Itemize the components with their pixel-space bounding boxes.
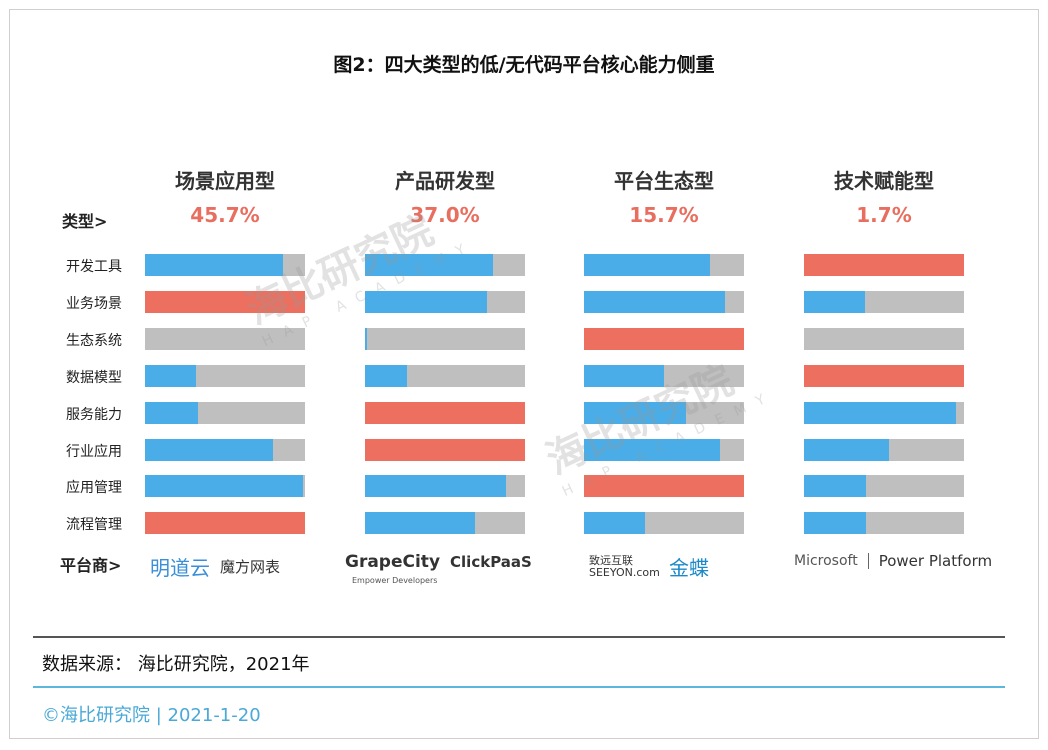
bar-track	[584, 254, 744, 276]
bar-fill	[365, 365, 407, 387]
bar-track	[584, 439, 744, 461]
bar-track	[145, 512, 305, 534]
bar-fill	[145, 439, 273, 461]
bar-fill	[584, 254, 711, 276]
bar-track	[804, 254, 964, 276]
row-label: 开发工具	[66, 259, 122, 275]
provider-logo: GrapeCity	[345, 552, 441, 572]
frame	[9, 9, 1039, 739]
divider-blue	[33, 686, 1005, 688]
provider-logo: Microsoft	[794, 553, 869, 569]
bar-track	[365, 512, 525, 534]
bar-fill	[584, 512, 645, 534]
bar-track	[365, 475, 525, 497]
bar-track	[365, 439, 525, 461]
provider-logo: 明道云	[150, 556, 210, 580]
bar-fill	[365, 475, 506, 497]
bar-track	[804, 328, 964, 350]
share-label: 15.7%	[629, 203, 699, 227]
bar-track	[584, 475, 744, 497]
bar-fill	[145, 512, 305, 534]
bar-fill	[584, 328, 744, 350]
row-label: 业务场景	[66, 296, 122, 312]
bar-fill	[804, 365, 964, 387]
share-label: 1.7%	[856, 203, 912, 227]
column-header: 场景应用型	[175, 169, 275, 193]
bar-fill	[145, 254, 283, 276]
row-label: 数据模型	[66, 370, 122, 386]
bar-fill	[145, 402, 198, 424]
bar-fill	[145, 291, 305, 313]
type-label: 类型>	[62, 212, 108, 231]
share-label: 45.7%	[190, 203, 260, 227]
bar-fill	[804, 512, 867, 534]
bar-track	[145, 328, 305, 350]
bar-track	[804, 402, 964, 424]
bar-fill	[145, 365, 197, 387]
bar-fill	[584, 402, 687, 424]
grapecity-tagline: Empower Developers	[352, 576, 438, 585]
bar-track	[365, 291, 525, 313]
column-header: 产品研发型	[395, 169, 495, 193]
bar-track	[804, 439, 964, 461]
provider-logo: 致远互联 SEEYON.com	[589, 553, 660, 579]
source-text: 数据来源： 海比研究院，2021年	[42, 654, 310, 675]
bar-track	[365, 402, 525, 424]
bar-track	[804, 291, 964, 313]
bar-fill	[365, 328, 367, 350]
bar-fill	[365, 402, 525, 424]
column-header: 平台生态型	[614, 169, 714, 193]
share-label: 37.0%	[410, 203, 480, 227]
bar-track	[584, 291, 744, 313]
bar-fill	[365, 439, 525, 461]
bar-fill	[804, 254, 964, 276]
provider-logos: 致远互联 SEEYON.com 金蝶	[589, 552, 709, 581]
bar-fill	[365, 512, 476, 534]
row-label: 应用管理	[66, 480, 122, 496]
bar-fill	[584, 439, 720, 461]
bar-fill	[804, 475, 867, 497]
row-label: 流程管理	[66, 517, 122, 533]
provider-logos: GrapeCity ClickPaaS	[345, 552, 532, 572]
provider-logo: ClickPaaS	[450, 553, 532, 571]
provider-logo: Power Platform	[878, 552, 993, 570]
chart-title: 图2：四大类型的低/无代码平台核心能力侧重	[333, 54, 715, 76]
bar-track	[365, 328, 525, 350]
bar-fill	[804, 439, 889, 461]
bar-track	[145, 475, 305, 497]
bar-track	[804, 512, 964, 534]
provider-logos: Microsoft Power Platform	[794, 552, 992, 570]
bar-fill	[804, 402, 956, 424]
provider-logo: 魔方网表	[220, 558, 281, 576]
bar-track	[145, 365, 305, 387]
row-label: 服务能力	[66, 407, 122, 423]
row-label: 行业应用	[66, 444, 122, 460]
provider-label: 平台商>	[60, 556, 122, 575]
bar-track	[365, 365, 525, 387]
bar-track	[584, 328, 744, 350]
bar-track	[804, 475, 964, 497]
bar-fill	[365, 254, 493, 276]
column-header: 技术赋能型	[834, 169, 934, 193]
bar-track	[584, 365, 744, 387]
bar-fill	[584, 291, 725, 313]
bar-track	[584, 402, 744, 424]
bar-fill	[584, 365, 664, 387]
bar-track	[145, 254, 305, 276]
footer-text: ©海比研究院 | 2021-1-20	[42, 705, 261, 726]
bar-fill	[804, 291, 865, 313]
row-label: 生态系统	[66, 333, 122, 349]
provider-logos: 明道云 魔方网表	[150, 552, 280, 581]
bar-fill	[365, 291, 487, 313]
bar-track	[145, 291, 305, 313]
bar-track	[145, 402, 305, 424]
bar-track	[584, 512, 744, 534]
divider	[33, 636, 1005, 638]
bar-track	[145, 439, 305, 461]
bar-track	[804, 365, 964, 387]
bar-fill	[145, 475, 304, 497]
provider-logo: 金蝶	[669, 556, 709, 580]
bar-fill	[584, 475, 744, 497]
bar-track	[365, 254, 525, 276]
